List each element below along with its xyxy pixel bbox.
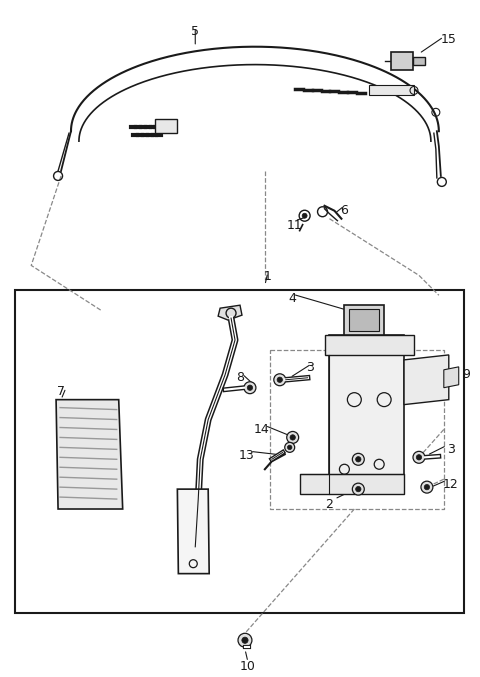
Text: 14: 14 xyxy=(254,423,270,436)
Circle shape xyxy=(244,382,256,394)
Bar xyxy=(156,119,178,133)
Bar xyxy=(15,290,464,613)
Circle shape xyxy=(277,377,282,383)
Text: 1: 1 xyxy=(264,270,272,283)
Text: 6: 6 xyxy=(340,204,348,217)
Circle shape xyxy=(356,487,361,492)
Text: 3: 3 xyxy=(447,443,455,456)
Text: 8: 8 xyxy=(236,371,244,385)
Text: 5: 5 xyxy=(191,25,199,39)
Circle shape xyxy=(352,454,364,465)
Circle shape xyxy=(424,485,430,490)
Text: 12: 12 xyxy=(443,478,459,491)
Circle shape xyxy=(287,431,299,443)
Circle shape xyxy=(421,481,433,493)
Circle shape xyxy=(285,442,295,452)
Circle shape xyxy=(356,456,361,462)
Polygon shape xyxy=(444,367,459,388)
Text: 4: 4 xyxy=(289,292,297,305)
Polygon shape xyxy=(218,305,242,320)
Bar xyxy=(369,85,414,95)
Text: 15: 15 xyxy=(441,33,457,46)
Circle shape xyxy=(352,483,364,495)
Bar xyxy=(413,57,425,64)
Circle shape xyxy=(302,213,307,218)
Polygon shape xyxy=(329,335,404,494)
Circle shape xyxy=(247,385,252,391)
Bar xyxy=(391,51,413,70)
Circle shape xyxy=(238,633,252,647)
Text: 9: 9 xyxy=(463,368,470,381)
Bar xyxy=(349,309,379,331)
Text: 3: 3 xyxy=(306,362,313,374)
Circle shape xyxy=(288,445,292,450)
Polygon shape xyxy=(404,355,449,405)
Text: 11: 11 xyxy=(287,219,302,232)
Circle shape xyxy=(413,452,425,463)
Circle shape xyxy=(416,455,421,460)
Text: 10: 10 xyxy=(240,659,256,672)
Polygon shape xyxy=(178,489,209,573)
Polygon shape xyxy=(56,399,123,509)
Circle shape xyxy=(290,435,295,440)
Polygon shape xyxy=(300,474,404,494)
Text: 13: 13 xyxy=(239,449,255,462)
Text: 2: 2 xyxy=(325,498,334,510)
Circle shape xyxy=(242,637,248,643)
Circle shape xyxy=(274,374,286,386)
Text: 7: 7 xyxy=(57,385,65,398)
Bar xyxy=(344,305,384,335)
Polygon shape xyxy=(324,335,414,355)
